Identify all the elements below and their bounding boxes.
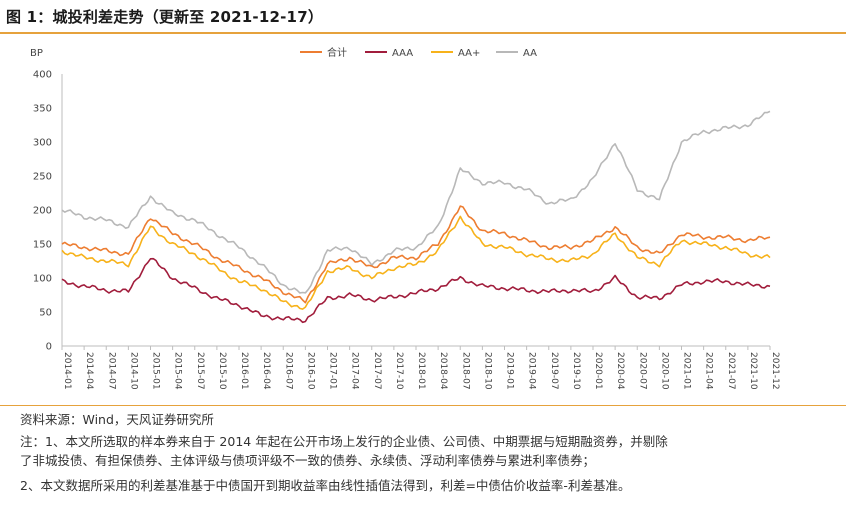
x-tick-label: 2020-01	[593, 352, 603, 390]
x-tick-label: 2016-04	[261, 352, 271, 390]
y-axis: 0 50 100 150 200 250 300 350 400	[33, 70, 63, 353]
legend-label: AAA	[392, 48, 413, 59]
y-tick-label: 100	[33, 274, 52, 285]
y-tick-label: 50	[39, 308, 52, 319]
x-tick-label: 2014-04	[84, 352, 94, 390]
x-tick-label: 2017-07	[372, 352, 382, 390]
legend-label: 合计	[327, 46, 347, 59]
series-lines	[61, 110, 771, 324]
x-tick-label: 2020-07	[637, 352, 647, 390]
x-tick-label: 2018-04	[438, 352, 448, 390]
x-tick-label: 2019-04	[527, 352, 537, 390]
series-line-1	[61, 257, 771, 324]
x-tick-label: 2016-07	[283, 352, 293, 390]
x-tick-label: 2015-01	[151, 352, 161, 390]
chart-title: 图 1：城投利差走势（更新至 2021-12-17）	[6, 8, 324, 26]
x-tick-label: 2015-07	[195, 352, 205, 390]
y-tick-label: 0	[46, 342, 52, 353]
legend: 合计 AAA AA+ AA	[300, 46, 537, 59]
x-tick-label: 2021-07	[726, 352, 736, 390]
x-tick-label: 2018-07	[460, 352, 470, 390]
footnote-line-2: 了非城投债、有担保债券、主体评级与债项评级不一致的债券、永续债、浮动利率债券与累…	[20, 453, 596, 468]
x-tick-label: 2019-10	[571, 352, 581, 390]
x-tick-label: 2019-07	[549, 352, 559, 390]
x-tick-label: 2017-04	[350, 352, 360, 390]
footnote-line-3: 2、本文数据所采用的利差基准基于中债国开到期收益率由线性插值法得到，利差=中债估…	[20, 478, 631, 493]
y-tick-label: 300	[33, 138, 52, 149]
x-tick-label: 2014-10	[128, 352, 138, 390]
x-tick-label: 2020-04	[615, 352, 625, 390]
spread-trend-chart: BP 合计 AAA AA+ AA 0 50 100 150 200 250 300 350 400 2…	[30, 46, 780, 390]
x-tick-label: 2014-01	[62, 352, 72, 390]
series-line-3	[61, 110, 771, 294]
y-tick-label: 250	[33, 172, 52, 183]
x-axis: 2014-01 2014-04 2014-07 2014-10 2015-01 2015-…	[61, 345, 780, 390]
x-tick-label: 2018-01	[416, 352, 426, 390]
x-tick-label: 2015-04	[173, 352, 183, 390]
x-tick-label: 2017-01	[328, 352, 338, 390]
legend-label: AA	[523, 48, 537, 59]
y-tick-label: 200	[33, 206, 52, 217]
x-tick-label: 2019-01	[505, 352, 515, 390]
x-tick-label: 2021-01	[682, 352, 692, 390]
y-tick-label: 400	[33, 70, 52, 81]
y-axis-label: BP	[30, 48, 43, 59]
footnote-line-1: 注：1、本文所选取的样本券来自于 2014 年起在公开市场上发行的企业债、公司债…	[20, 434, 668, 449]
x-tick-label: 2014-07	[106, 352, 116, 390]
x-tick-label: 2020-10	[659, 352, 669, 390]
x-tick-label: 2016-10	[305, 352, 315, 390]
x-tick-label: 2021-12	[770, 352, 780, 390]
x-tick-label: 2015-10	[217, 352, 227, 390]
x-tick-label: 2021-10	[748, 352, 758, 390]
legend-label: AA+	[458, 48, 480, 59]
source-note: 资料来源：Wind，天风证券研究所	[20, 412, 214, 427]
y-tick-label: 150	[33, 240, 52, 251]
x-tick-label: 2021-04	[704, 352, 714, 390]
x-tick-label: 2016-01	[239, 352, 249, 390]
y-tick-label: 350	[33, 104, 52, 115]
x-tick-label: 2017-10	[394, 352, 404, 390]
title-divider	[0, 32, 846, 34]
series-line-2	[61, 215, 771, 310]
footer-divider	[0, 405, 846, 406]
x-tick-label: 2018-10	[482, 352, 492, 390]
series-line-0	[61, 205, 771, 304]
